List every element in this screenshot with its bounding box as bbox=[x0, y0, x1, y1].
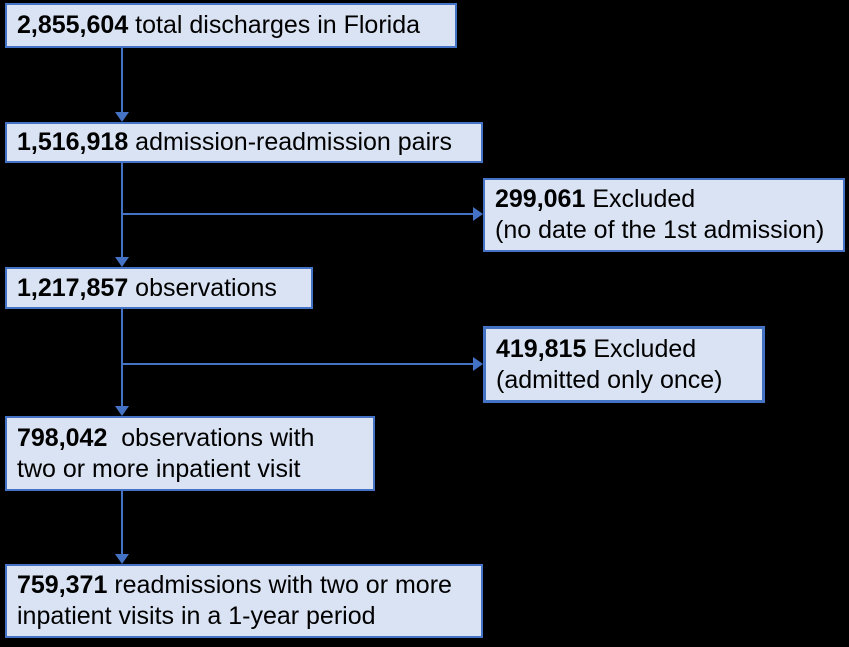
branch-to-excluded-no-date-line bbox=[121, 213, 473, 215]
two-or-more-line1: 798,042 observations with bbox=[17, 423, 363, 454]
readmissions-line2: inpatient visits in a 1-year period bbox=[17, 602, 376, 630]
readmissions-label: readmissions with two or more bbox=[107, 571, 452, 599]
arrow-two-or-more-to-readmissions-line bbox=[121, 491, 123, 555]
excluded-2-count: 419,815 bbox=[496, 334, 587, 363]
branch-to-excluded-no-date-head-icon bbox=[473, 207, 483, 221]
arrow-pairs-to-observations-head-icon bbox=[115, 257, 129, 267]
box-excluded-admitted-once: 419,815 Excluded (admitted only once) bbox=[483, 326, 765, 403]
box-admission-readmission-pairs: 1,516,918 admission-readmission pairs bbox=[5, 122, 483, 163]
two-or-more-label: observations with bbox=[107, 423, 315, 452]
excluded-2-label: Excluded bbox=[586, 334, 697, 363]
excluded-1-line1: 299,061 Excluded bbox=[495, 184, 833, 215]
arrow-observations-to-two-or-more-line bbox=[121, 309, 123, 407]
arrow-discharges-to-pairs-head-icon bbox=[115, 112, 129, 122]
arrow-two-or-more-to-readmissions-head-icon bbox=[115, 554, 129, 564]
observations-count: 1,217,857 bbox=[17, 273, 129, 302]
total-discharges-label: total discharges in Florida bbox=[128, 11, 421, 39]
branch-to-excluded-once-head-icon bbox=[473, 357, 483, 371]
excluded-1-line2: (no date of the 1st admission) bbox=[495, 216, 825, 244]
excluded-2-line2: (admitted only once) bbox=[496, 365, 723, 394]
two-or-more-count: 798,042 bbox=[17, 423, 108, 452]
total-discharges-count: 2,855,604 bbox=[17, 11, 129, 39]
arrow-observations-to-two-or-more-head-icon bbox=[115, 406, 129, 416]
pairs-label: admission-readmission pairs bbox=[128, 128, 452, 156]
excluded-2-line1: 419,815 Excluded bbox=[496, 334, 752, 365]
box-observations-two-or-more-visits: 798,042 observations with two or more in… bbox=[5, 416, 375, 491]
arrow-discharges-to-pairs-line bbox=[121, 48, 123, 113]
pairs-count: 1,516,918 bbox=[17, 128, 129, 156]
observations-label: observations bbox=[128, 273, 277, 302]
box-total-discharges: 2,855,604 total discharges in Florida bbox=[5, 3, 457, 48]
readmissions-line1: 759,371 readmissions with two or more bbox=[17, 570, 471, 601]
branch-to-excluded-once-line bbox=[121, 363, 473, 365]
box-admission-readmission-pairs-text: 1,516,918 admission-readmission pairs bbox=[17, 127, 471, 158]
box-total-discharges-text: 2,855,604 total discharges in Florida bbox=[17, 10, 445, 41]
readmissions-count: 759,371 bbox=[17, 571, 108, 599]
box-excluded-no-first-admission-date: 299,061 Excluded (no date of the 1st adm… bbox=[483, 178, 845, 252]
excluded-1-count: 299,061 bbox=[495, 185, 586, 213]
box-observations: 1,217,857 observations bbox=[5, 267, 313, 309]
two-or-more-line2: two or more inpatient visit bbox=[17, 454, 301, 483]
box-readmissions-one-year-period: 759,371 readmissions with two or more in… bbox=[5, 564, 483, 638]
excluded-1-label: Excluded bbox=[585, 185, 696, 213]
arrow-pairs-to-observations-line bbox=[121, 163, 123, 258]
box-observations-text: 1,217,857 observations bbox=[17, 273, 301, 304]
